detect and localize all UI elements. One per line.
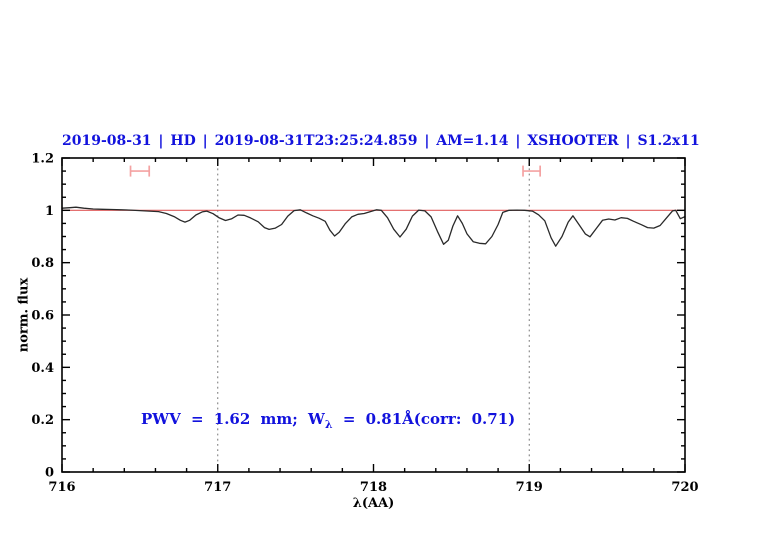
y-axis-label: norm. flux (16, 277, 32, 353)
x-tick-label: 717 (204, 480, 231, 495)
y-tick-label: 1.2 (31, 152, 54, 167)
x-axis-label: λ(AA) (352, 496, 395, 511)
y-tick-label: 1 (45, 204, 54, 219)
y-tick-label: 0.8 (31, 256, 54, 271)
y-tick-label: 0.2 (31, 413, 54, 428)
x-tick-label: 716 (48, 480, 75, 495)
pwv-annotation-suffix: = 0.81Å(corr: 0.71) (332, 410, 516, 428)
telluric-range-marker-2 (522, 165, 542, 177)
pwv-annotation-prefix: PWV = 1.62 mm; W (141, 410, 325, 428)
spectrum-line (61, 206, 686, 247)
y-tick-label: 0.4 (31, 361, 54, 376)
y-tick-label: 0.6 (31, 309, 54, 324)
plot-title: 2019-08-31 | HD | 2019-08-31T23:25:24.85… (62, 133, 700, 149)
y-tick-label: 0 (45, 466, 54, 481)
x-tick-label: 718 (360, 480, 387, 495)
telluric-range-marker-1 (129, 165, 151, 177)
lambda-subscript: λ (324, 418, 333, 431)
x-tick-label: 719 (516, 480, 543, 495)
axis-ticks (61, 157, 686, 473)
pwv-annotation: PWV = 1.62 mm; Wλ = 0.81Å(corr: 0.71) (141, 410, 515, 431)
x-tick-label: 720 (671, 480, 698, 495)
